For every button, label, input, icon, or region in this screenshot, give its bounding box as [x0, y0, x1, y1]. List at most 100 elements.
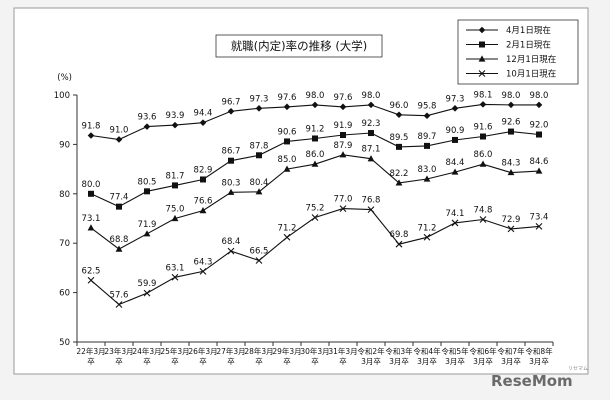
data-label: 91.9	[334, 121, 353, 131]
x-tick-label: 3月卒	[389, 356, 409, 366]
marker-stroke	[507, 225, 515, 233]
x-tick-label: 卒	[311, 356, 319, 366]
data-point	[311, 160, 319, 167]
x-tick-label: 令和2年	[357, 346, 385, 356]
data-point	[283, 165, 291, 172]
data-label: 68.4	[222, 237, 241, 247]
marker-stroke	[395, 240, 403, 248]
data-point	[479, 160, 487, 167]
marker-stroke	[535, 223, 543, 230]
data-point	[423, 112, 431, 120]
data-label: 74.8	[474, 205, 493, 215]
data-label: 91.6	[474, 122, 493, 132]
data-label: 74.1	[446, 209, 465, 219]
marker-stroke	[227, 247, 235, 255]
data-point	[424, 142, 430, 149]
x-tick-label: 27年3月	[216, 346, 245, 356]
data-point	[367, 155, 375, 162]
data-point	[535, 223, 543, 230]
data-point	[396, 143, 402, 150]
plot-area: 91.8 91.0 93.6 93.9 94.4 96.7 97.3 97.6 98.0 97.6…	[82, 90, 549, 308]
data-point	[368, 130, 374, 137]
data-point	[116, 203, 122, 210]
marker-stroke	[339, 205, 347, 213]
data-label: 75.0	[166, 205, 185, 215]
marker-stroke	[423, 233, 431, 241]
legend-marker	[478, 55, 486, 62]
data-label: 80.5	[138, 177, 157, 187]
data-label: 96.7	[222, 97, 241, 107]
data-point	[227, 108, 235, 115]
data-label: 66.5	[250, 246, 269, 256]
series-4: 62.5 57.6 59.9 63.1 64.3 68.4 66.5 71.2 75.2 77.0…	[82, 195, 548, 308]
data-point	[171, 121, 179, 129]
data-label: 92.0	[530, 121, 549, 131]
x-tick-label: 卒	[87, 356, 95, 366]
data-point	[452, 136, 458, 143]
data-label: 91.0	[110, 125, 129, 135]
data-point	[507, 225, 515, 233]
marker-stroke	[143, 289, 151, 297]
data-label: 85.0	[278, 155, 297, 165]
y-tick-label: 70	[59, 239, 70, 249]
data-label: 86.0	[306, 150, 325, 160]
data-label: 97.3	[250, 94, 269, 104]
data-label: 97.6	[334, 93, 353, 103]
data-label: 84.6	[530, 157, 549, 167]
x-tick-label: 30年3月	[300, 346, 329, 356]
data-point	[171, 214, 179, 222]
data-label: 92.6	[502, 118, 521, 128]
data-point	[339, 205, 347, 213]
legend-marker	[478, 70, 486, 77]
x-tick-label: 卒	[255, 356, 263, 366]
chart-title: 就職(内定)率の推移 (大学)	[231, 39, 368, 53]
data-point	[507, 101, 515, 109]
x-tick-label: 令和8年	[525, 346, 553, 356]
x-tick-label: 3月卒	[529, 356, 549, 366]
data-label: 72.9	[502, 215, 521, 225]
data-point	[87, 132, 95, 139]
data-label: 63.1	[166, 263, 185, 273]
data-label: 97.6	[278, 93, 297, 103]
data-point	[115, 301, 123, 308]
data-point	[339, 103, 347, 111]
data-label: 83.0	[418, 165, 437, 175]
x-tick-label: 23年3月	[104, 346, 133, 356]
data-label: 82.2	[390, 169, 409, 179]
data-point	[143, 230, 151, 237]
data-point	[339, 151, 347, 158]
y-axis-label: (%)	[57, 73, 72, 83]
data-label: 87.8	[250, 141, 269, 151]
data-point	[283, 233, 291, 241]
marker-stroke	[479, 216, 487, 223]
data-label: 68.8	[110, 235, 129, 245]
legend-label: 2月1日現在	[506, 40, 551, 51]
x-tick-label: 令和5年	[441, 346, 469, 356]
data-point	[395, 179, 403, 186]
data-label: 89.5	[390, 133, 409, 143]
data-label: 75.2	[306, 204, 325, 214]
x-tick-label: 24年3月	[132, 346, 161, 356]
x-tick-label: 卒	[143, 356, 151, 366]
data-point	[87, 224, 95, 231]
marker-stroke	[171, 273, 179, 281]
data-label: 93.9	[166, 111, 185, 121]
series-2: 80.0 77.4 80.5 81.7 82.9 86.7 87.8 90.6 91.2 91.9…	[82, 118, 549, 210]
data-point	[451, 168, 459, 175]
x-tick-label: 卒	[199, 356, 207, 366]
data-label: 95.8	[418, 102, 437, 112]
data-point	[395, 240, 403, 248]
x-tick-label: 卒	[339, 356, 347, 366]
data-point	[143, 123, 151, 130]
x-tick-label: 25年3月	[160, 346, 189, 356]
watermark-subtext: リセマム	[568, 366, 588, 372]
data-label: 93.6	[138, 113, 157, 123]
x-tick-label: 3月卒	[445, 356, 465, 366]
data-label: 98.0	[306, 91, 325, 101]
data-label: 94.4	[194, 109, 213, 119]
data-label: 92.3	[362, 119, 381, 129]
legend-marker	[479, 41, 485, 48]
data-point	[423, 175, 431, 182]
data-point	[479, 216, 487, 223]
x-tick-label: 卒	[171, 356, 179, 366]
